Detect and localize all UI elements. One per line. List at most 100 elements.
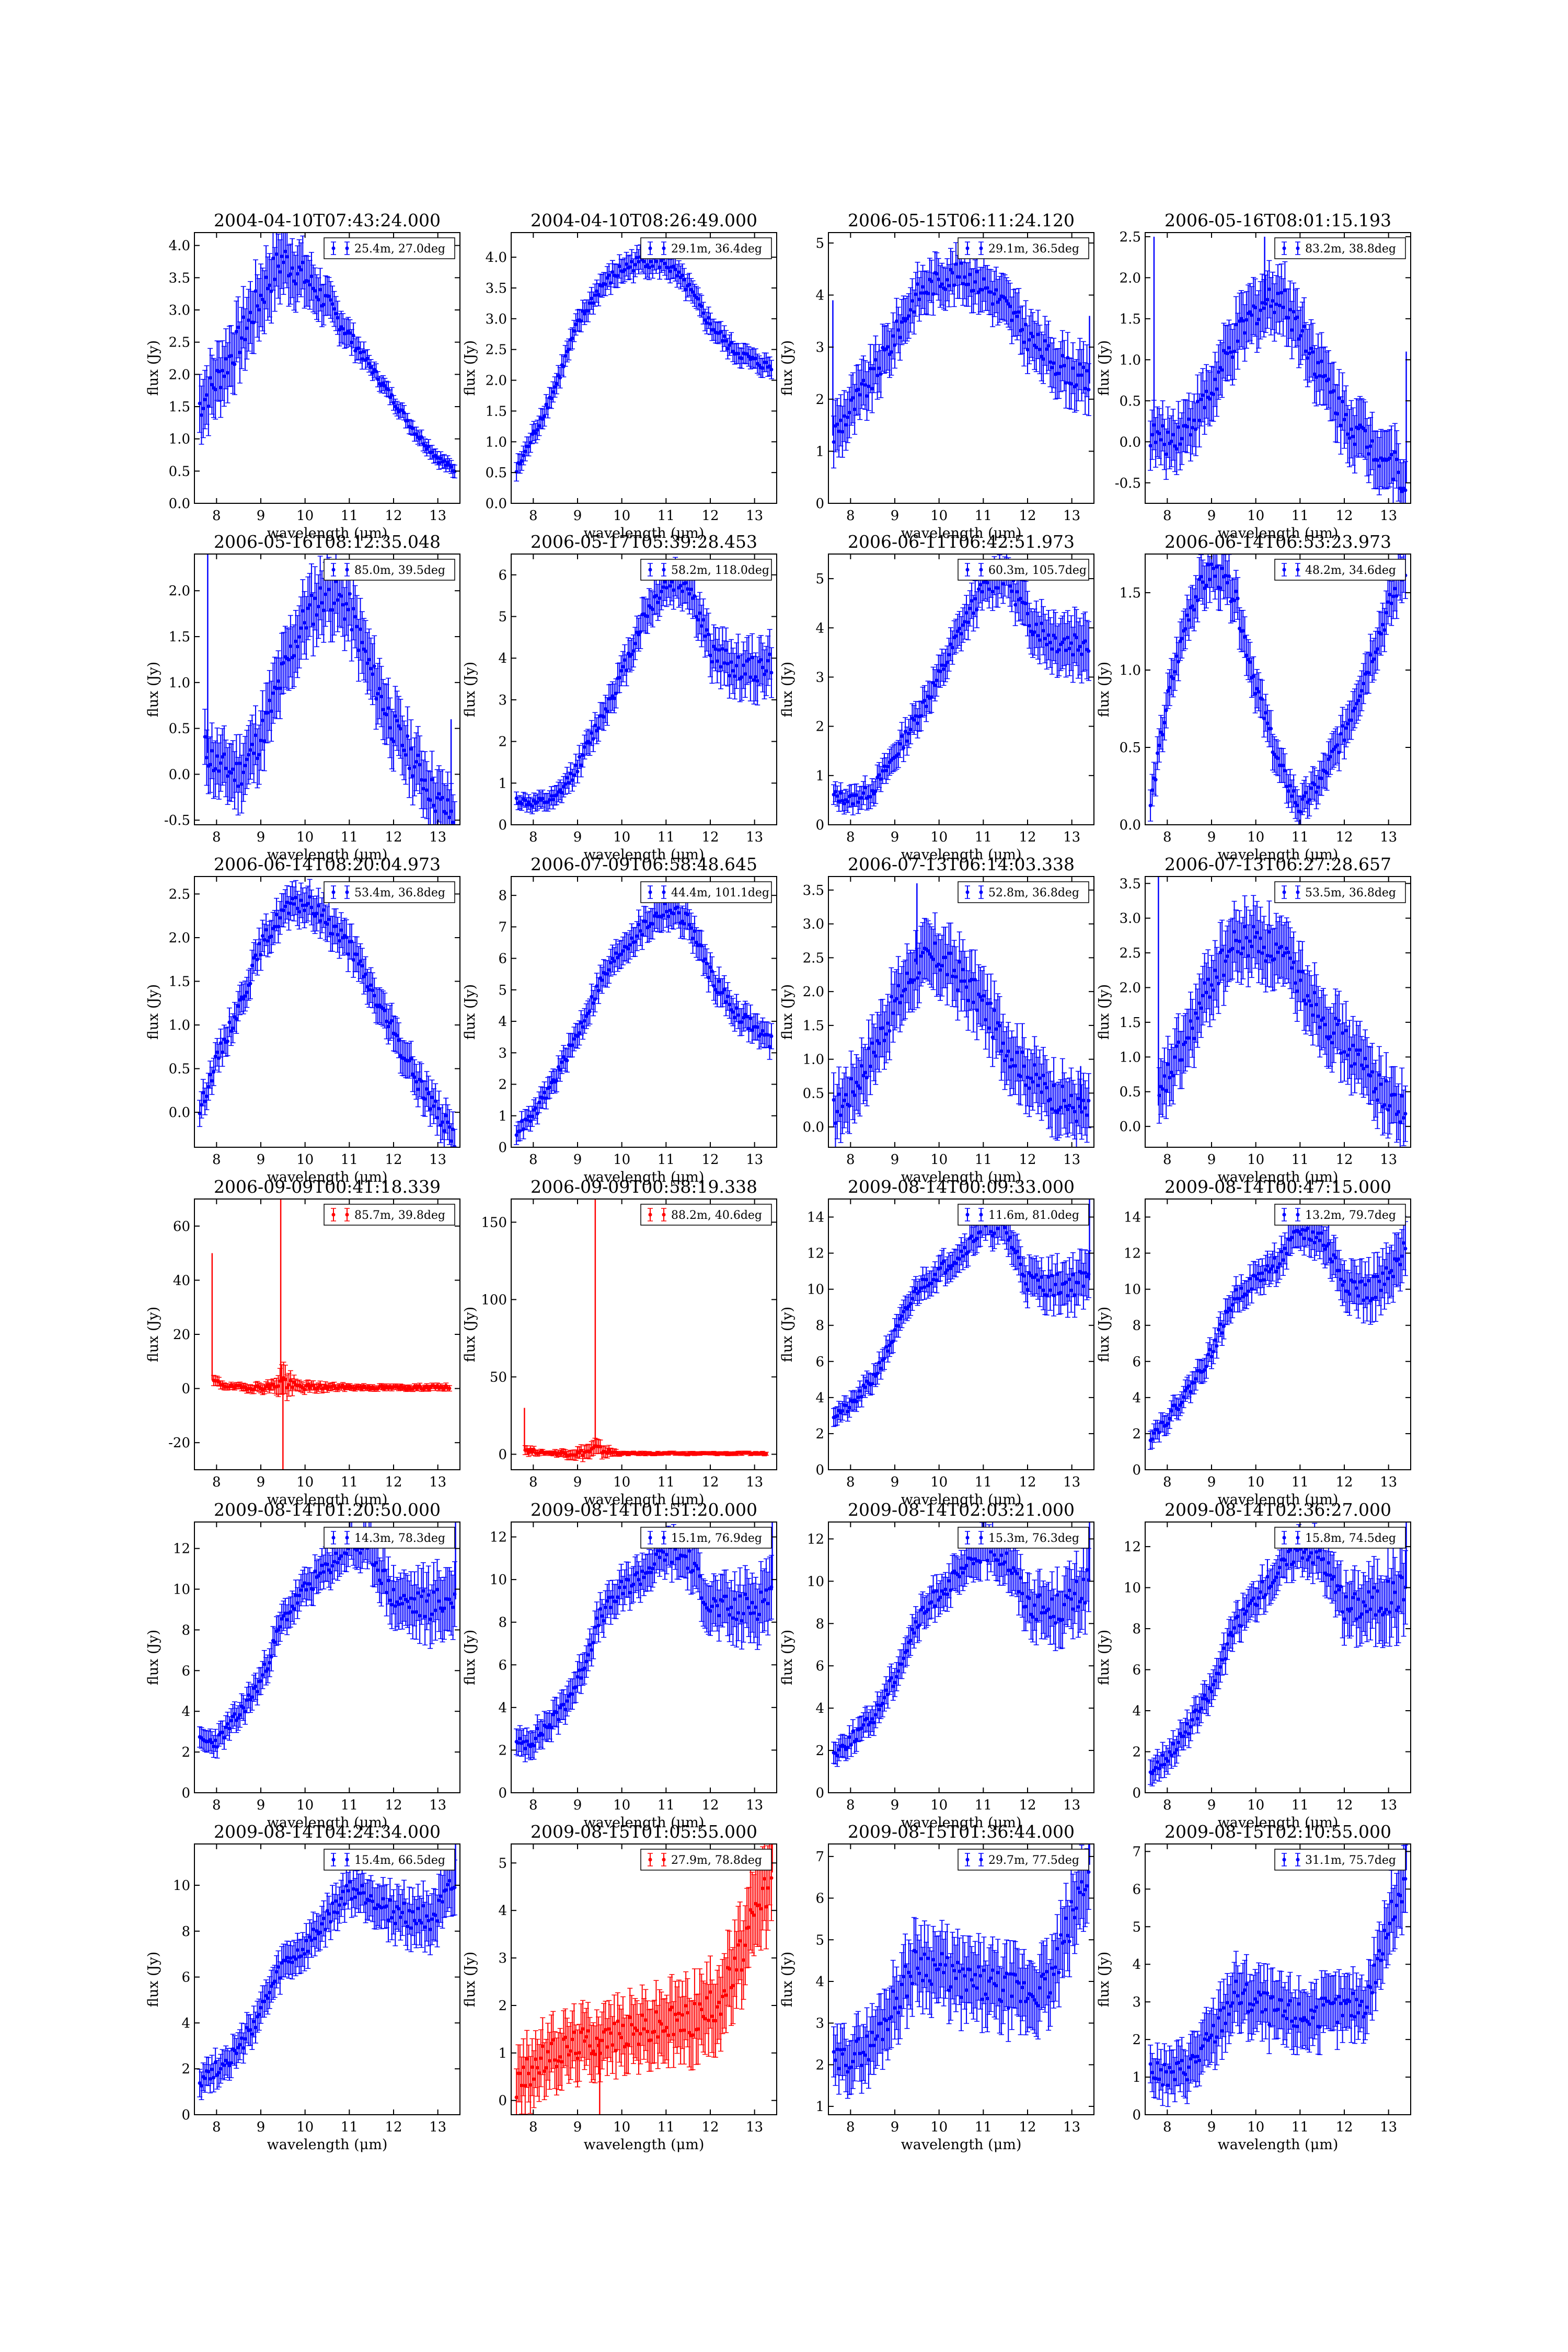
data-point — [563, 354, 568, 358]
data-point — [308, 283, 312, 287]
data-point — [1290, 794, 1294, 798]
data-point — [268, 698, 272, 702]
y-tick-label: 1.0 — [1120, 663, 1141, 678]
y-tick-label: 1.5 — [169, 399, 190, 415]
y-tick-label: 2.0 — [486, 373, 507, 389]
data-point — [905, 739, 909, 743]
data-point — [365, 661, 370, 665]
data-point — [877, 773, 881, 777]
legend-label: 85.0m, 39.5deg — [354, 564, 445, 577]
data-point — [1215, 387, 1219, 391]
subplot-title: 2006-05-16T08:01:15.193 — [1165, 210, 1391, 230]
data-point — [990, 302, 995, 306]
data-point — [1199, 574, 1203, 579]
data-point — [306, 606, 310, 610]
data-point — [1174, 447, 1179, 451]
data-point — [292, 279, 296, 283]
data-point — [743, 672, 747, 676]
data-point — [351, 607, 355, 611]
data-point — [1060, 353, 1065, 358]
y-tick-label: 2.0 — [169, 367, 190, 383]
data-point — [1075, 636, 1079, 640]
data-point — [318, 586, 322, 590]
y-tick-label: 3.5 — [169, 270, 190, 286]
data-point — [446, 798, 450, 802]
data-point — [226, 774, 230, 778]
data-point — [260, 297, 264, 302]
data-point — [996, 586, 1000, 590]
data-point — [332, 601, 336, 605]
subplot-1: 2004-04-10T07:43:24.000 8 9 10 11 12 13 0.0 0.5 1… — [145, 210, 460, 541]
data-point — [1067, 647, 1071, 651]
data-point — [675, 274, 679, 278]
y-tick-label: 3.0 — [486, 312, 507, 327]
data-point — [844, 423, 848, 427]
data-point — [625, 668, 629, 673]
data-point — [736, 655, 740, 659]
data-point — [1076, 648, 1080, 652]
data-point — [976, 290, 981, 294]
data-point — [593, 723, 597, 728]
data-point — [359, 350, 363, 354]
data-point — [1251, 674, 1255, 678]
data-point — [1241, 629, 1245, 633]
data-point — [520, 802, 524, 806]
data-point — [764, 669, 768, 673]
data-point — [691, 290, 695, 294]
data-point — [1300, 797, 1305, 801]
data-point — [419, 778, 423, 782]
data-point — [882, 764, 886, 768]
data-point — [393, 714, 397, 718]
data-point — [1332, 389, 1336, 393]
data-point — [252, 751, 256, 755]
data-point — [421, 787, 425, 791]
y-tick-label: -0.5 — [164, 813, 190, 828]
legend: 48.2m, 34.6deg — [1274, 559, 1406, 581]
data-point — [1225, 581, 1229, 585]
data-point — [247, 318, 251, 322]
data-point — [915, 282, 919, 286]
data-point — [1162, 721, 1167, 725]
data-point — [740, 356, 744, 361]
data-point — [560, 791, 564, 795]
data-point — [1041, 629, 1045, 633]
x-tick-label: 12 — [1335, 829, 1353, 845]
data-point — [1045, 642, 1049, 647]
data-point — [1024, 322, 1028, 327]
data-point — [1367, 671, 1371, 675]
data-point — [1166, 689, 1170, 693]
data-point — [1243, 331, 1247, 335]
data-point — [206, 1085, 211, 1089]
data-point — [894, 319, 898, 324]
data-point — [1013, 603, 1018, 607]
data-series — [197, 233, 457, 479]
data-point — [630, 652, 634, 656]
data-point — [712, 328, 716, 332]
data-point — [1015, 590, 1019, 594]
data-point — [435, 795, 440, 800]
data-point — [849, 793, 854, 798]
x-tick-label: 9 — [257, 829, 266, 845]
data-point — [534, 431, 538, 435]
data-point — [397, 724, 401, 728]
data-point — [672, 588, 676, 592]
y-axis-label: flux (Jy) — [462, 340, 478, 396]
data-point — [243, 764, 247, 768]
data-point — [407, 766, 411, 770]
data-point — [1346, 432, 1350, 436]
y-tick-label: 3 — [498, 693, 507, 708]
data-point — [1073, 633, 1077, 637]
data-point — [1019, 596, 1023, 601]
y-tick-label: 0.5 — [169, 464, 190, 479]
data-point — [746, 657, 751, 661]
data-point — [929, 279, 933, 283]
data-point — [1046, 344, 1051, 348]
y-tick-label: 1 — [815, 444, 824, 459]
data-point — [1227, 574, 1231, 578]
y-tick-label: 1.5 — [486, 403, 507, 419]
data-point — [835, 794, 839, 798]
data-point — [715, 659, 719, 663]
data-point — [351, 333, 355, 338]
data-point — [316, 297, 320, 302]
